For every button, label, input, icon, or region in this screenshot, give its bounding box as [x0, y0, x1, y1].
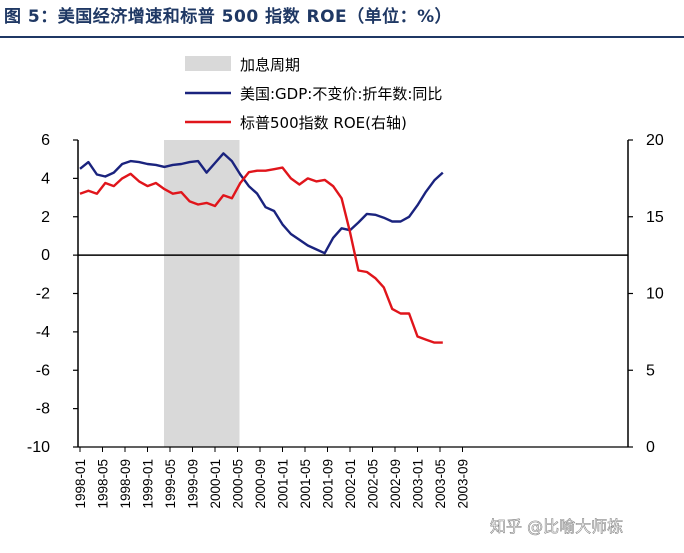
x-tick-label: 2000-05 [231, 459, 246, 509]
y-right-tick-label: 10 [646, 286, 664, 303]
series-layer [79, 152, 444, 344]
x-tick-label: 2002-05 [366, 459, 381, 509]
title-rule [0, 36, 684, 38]
x-tick-label: 1998-09 [118, 459, 133, 509]
x-tick-label: 2003-09 [456, 459, 471, 509]
x-tick-label: 1999-01 [141, 459, 156, 509]
series-line-us-gdp [79, 152, 444, 255]
legend-label: 加息周期 [240, 56, 300, 74]
y-left-tick-label: 0 [41, 247, 50, 264]
series-line-sp500-roe [79, 166, 443, 344]
x-tick-label: 2003-05 [433, 459, 448, 509]
x-tick-label: 1998-05 [96, 459, 111, 509]
legend-label: 美国:GDP:不变价:折年数:同比 [240, 85, 442, 103]
y-left-tick-label: -6 [36, 362, 50, 379]
y-left-tick-label: -8 [36, 401, 50, 418]
x-tick-label: 1999-09 [186, 459, 201, 509]
figure-title: 图 5：美国经济增速和标普 500 指数 ROE（单位：%） [4, 7, 453, 27]
y-right-tick-label: 15 [646, 209, 664, 226]
x-tick-label: 1998-01 [73, 459, 88, 509]
x-tick-label: 2001-01 [276, 459, 291, 509]
shaded-region-layer [164, 140, 240, 447]
y-left-tick-label: -4 [36, 324, 50, 341]
x-tick-label: 2003-01 [411, 459, 426, 509]
y-left-tick-label: 6 [41, 132, 50, 149]
x-tick-label: 2000-01 [208, 459, 223, 509]
y-right-tick-label: 20 [646, 132, 664, 149]
x-tick-label: 2000-09 [253, 459, 268, 509]
x-tick-label: 2001-09 [321, 459, 336, 509]
x-tick-label: 2002-09 [388, 459, 403, 509]
axes-layer: -10 -8 -6 -4 -2 0 2 4 6 0 5 10 15 20 1998-01 1998-05 199… [27, 132, 664, 509]
y-right-tick-label: 0 [646, 439, 655, 456]
legend-label: 标普500指数 ROE(右轴) [240, 114, 407, 132]
y-left-tick-label: -2 [36, 286, 50, 303]
x-tick-label: 2001-05 [298, 459, 313, 509]
x-tick-label: 1999-05 [163, 459, 178, 509]
y-left-tick-label: 2 [41, 209, 50, 226]
watermark: 知乎 @比喻大师栋 [490, 517, 623, 536]
legend-swatch-shade [185, 56, 231, 71]
shaded-region-rate-hike [164, 140, 240, 447]
y-left-tick-label: 4 [41, 170, 50, 187]
y-left-tick-label: -10 [27, 439, 50, 456]
x-tick-label: 2002-01 [343, 459, 358, 509]
y-right-tick-label: 5 [646, 362, 655, 379]
